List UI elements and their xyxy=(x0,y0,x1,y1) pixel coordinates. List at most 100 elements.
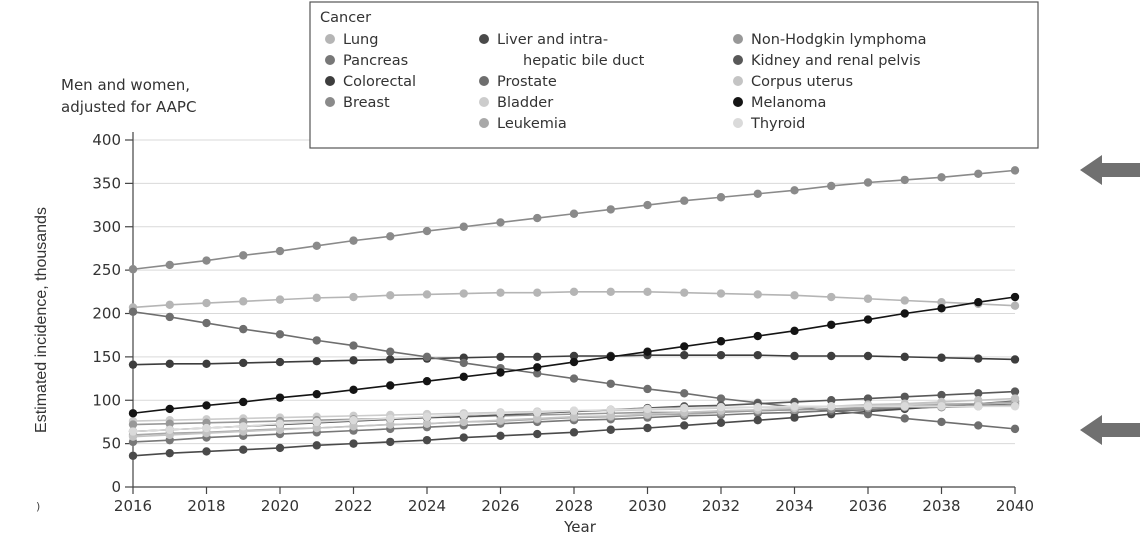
data-point-colorectal xyxy=(680,351,688,359)
data-point-melanoma xyxy=(901,309,909,317)
data-point-breast xyxy=(790,186,798,194)
x-tick-label: 2018 xyxy=(187,497,225,515)
data-point-liver-and-intrahepatic-bile-duct xyxy=(313,441,321,449)
legend-label: Colorectal xyxy=(343,74,416,90)
y-tick-label: 250 xyxy=(92,261,121,279)
data-point-lung xyxy=(607,288,615,296)
data-point-thyroid xyxy=(239,422,247,430)
data-point-liver-and-intrahepatic-bile-duct xyxy=(680,421,688,429)
data-point-lung xyxy=(790,291,798,299)
data-point-lung xyxy=(386,291,394,299)
arrow-lower xyxy=(1080,415,1140,445)
data-point-thyroid xyxy=(460,411,468,419)
legend-marker xyxy=(733,55,743,65)
data-point-lung xyxy=(901,296,909,304)
data-point-liver-and-intrahepatic-bile-duct xyxy=(276,444,284,452)
data-point-breast xyxy=(533,214,541,222)
data-point-breast xyxy=(643,201,651,209)
legend-marker xyxy=(733,118,743,128)
data-point-melanoma xyxy=(313,390,321,398)
legend: Cancer Lung Pancreas Colorectal Breast Liver… xyxy=(310,2,1038,148)
data-point-prostate xyxy=(423,353,431,361)
y-tick-label: 50 xyxy=(102,435,121,453)
data-point-colorectal xyxy=(533,353,541,361)
data-point-melanoma xyxy=(1011,293,1019,301)
data-point-melanoma xyxy=(864,315,872,323)
data-point-prostate xyxy=(239,325,247,333)
legend-marker xyxy=(733,97,743,107)
data-point-prostate xyxy=(166,313,174,321)
y-tick-label: 400 xyxy=(92,131,121,149)
data-point-breast xyxy=(496,218,504,226)
chart-subtitle-line-1: Men and women, xyxy=(61,76,190,94)
data-point-colorectal xyxy=(349,356,357,364)
x-tick-label: 2032 xyxy=(702,497,740,515)
data-point-breast xyxy=(166,261,174,269)
x-tick-label: 2038 xyxy=(922,497,960,515)
legend-label: Melanoma xyxy=(751,95,826,111)
legend-label: Corpus uterus xyxy=(751,74,853,90)
data-point-colorectal xyxy=(974,354,982,362)
data-point-melanoma xyxy=(129,409,137,417)
legend-label: Leukemia xyxy=(497,116,567,132)
data-point-lung xyxy=(496,288,504,296)
data-point-thyroid xyxy=(1011,402,1019,410)
legend-label: Breast xyxy=(343,95,390,111)
data-point-colorectal xyxy=(239,359,247,367)
data-point-lung xyxy=(349,293,357,301)
data-point-prostate xyxy=(680,389,688,397)
data-point-lung xyxy=(202,299,210,307)
data-point-liver-and-intrahepatic-bile-duct xyxy=(239,445,247,453)
data-point-thyroid xyxy=(643,405,651,413)
data-point-prostate xyxy=(313,336,321,344)
data-point-lung xyxy=(1011,301,1019,309)
legend-marker xyxy=(733,34,743,44)
legend-label: Non-Hodgkin lymphoma xyxy=(751,32,927,48)
data-point-corpus-uterus xyxy=(1011,394,1019,402)
data-point-prostate xyxy=(276,330,284,338)
data-point-colorectal xyxy=(1011,355,1019,363)
data-point-breast xyxy=(901,176,909,184)
data-point-breast xyxy=(386,232,394,240)
legend-label: Liver and intra- xyxy=(497,32,608,48)
y-axis-label: Estimated incidence, thousands xyxy=(33,207,50,433)
x-tick-label: 2020 xyxy=(261,497,299,515)
data-point-melanoma xyxy=(349,386,357,394)
data-point-lung xyxy=(643,288,651,296)
data-point-breast xyxy=(570,210,578,218)
data-point-melanoma xyxy=(496,368,504,376)
data-point-colorectal xyxy=(754,351,762,359)
data-point-thyroid xyxy=(790,402,798,410)
legend-marker xyxy=(325,34,335,44)
data-point-colorectal xyxy=(790,352,798,360)
data-point-prostate xyxy=(386,347,394,355)
y-tick-label: 200 xyxy=(92,305,121,323)
legend-marker xyxy=(325,97,335,107)
data-point-prostate xyxy=(643,385,651,393)
y-tick-label: 100 xyxy=(92,391,121,409)
data-point-breast xyxy=(974,170,982,178)
data-point-liver-and-intrahepatic-bile-duct xyxy=(717,419,725,427)
data-point-colorectal xyxy=(901,353,909,361)
data-point-breast xyxy=(202,256,210,264)
x-tick-label: 2036 xyxy=(849,497,887,515)
data-point-melanoma xyxy=(680,342,688,350)
data-point-thyroid xyxy=(202,424,210,432)
data-point-thyroid xyxy=(974,402,982,410)
data-point-lung xyxy=(680,288,688,296)
y-tick-labels: 0 50 100 150 200 250 300 350 400 xyxy=(92,131,121,496)
legend-marker xyxy=(479,118,489,128)
data-point-lung xyxy=(827,293,835,301)
data-point-melanoma xyxy=(790,327,798,335)
y-tick-label: 350 xyxy=(92,174,121,192)
legend-box xyxy=(310,2,1038,148)
legend-marker xyxy=(325,76,335,86)
series-lung xyxy=(129,288,1019,312)
y-tick-label: 300 xyxy=(92,218,121,236)
data-point-breast xyxy=(313,242,321,250)
data-point-melanoma xyxy=(276,393,284,401)
x-tick-label: 2016 xyxy=(114,497,152,515)
legend-label: Kidney and renal pelvis xyxy=(751,53,921,69)
data-point-breast xyxy=(937,173,945,181)
